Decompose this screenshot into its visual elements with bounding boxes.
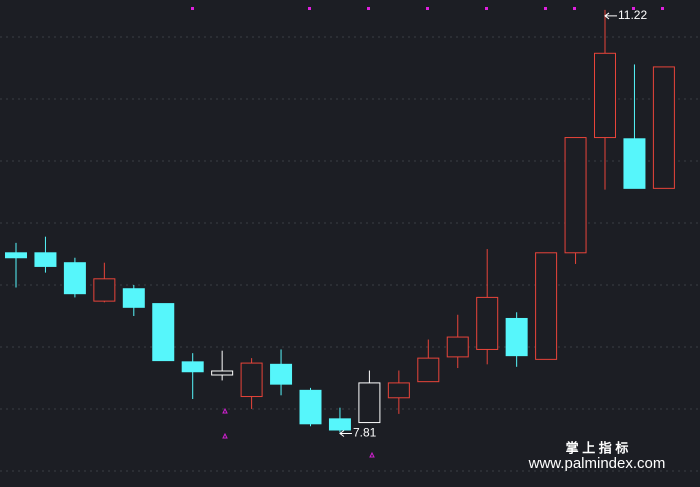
candles — [5, 9, 675, 433]
candle-body — [652, 66, 675, 189]
candle-body — [358, 382, 381, 424]
signal-triangle — [222, 407, 228, 414]
candle-body — [122, 288, 145, 308]
signal-dot — [485, 7, 488, 10]
candle-body — [34, 252, 57, 267]
candle-body — [181, 361, 204, 373]
annotation-label: 7.81 — [353, 426, 377, 440]
signal-triangle — [222, 432, 228, 439]
signal-dot — [661, 7, 664, 10]
candle-body — [387, 382, 410, 399]
candle-body — [152, 303, 175, 362]
candle-body — [623, 138, 646, 189]
signal-dot — [573, 7, 576, 10]
annotation-label: 11.22 — [618, 8, 647, 22]
candle-body — [299, 389, 322, 425]
candle-body — [535, 252, 558, 360]
candle-body — [5, 252, 27, 259]
annotation-arrow — [604, 12, 617, 20]
signal-dot — [367, 7, 370, 10]
candle-body — [476, 296, 499, 350]
candle-body — [417, 357, 440, 383]
candle-body — [63, 262, 86, 295]
signal-triangles — [222, 407, 375, 458]
candle-body — [564, 137, 587, 254]
signal-dot — [191, 7, 194, 10]
signal-dot — [544, 7, 547, 10]
candle-body — [505, 317, 528, 357]
watermark-title: 掌 上 指 标 — [566, 440, 629, 455]
candle-body — [211, 370, 234, 376]
signal-triangle — [369, 451, 375, 458]
signal-dot — [308, 7, 311, 10]
candle-body — [594, 52, 616, 139]
signal-dot — [632, 7, 635, 10]
candle-body — [328, 418, 351, 431]
watermark-url: www.palmindex.com — [528, 455, 666, 472]
signal-dot — [426, 7, 429, 10]
annotation-arrow — [339, 430, 352, 437]
signal-dots — [191, 7, 664, 10]
candle-body — [270, 363, 293, 385]
candle-body — [93, 278, 116, 302]
candle-body — [446, 336, 469, 358]
candle-body — [240, 362, 263, 398]
